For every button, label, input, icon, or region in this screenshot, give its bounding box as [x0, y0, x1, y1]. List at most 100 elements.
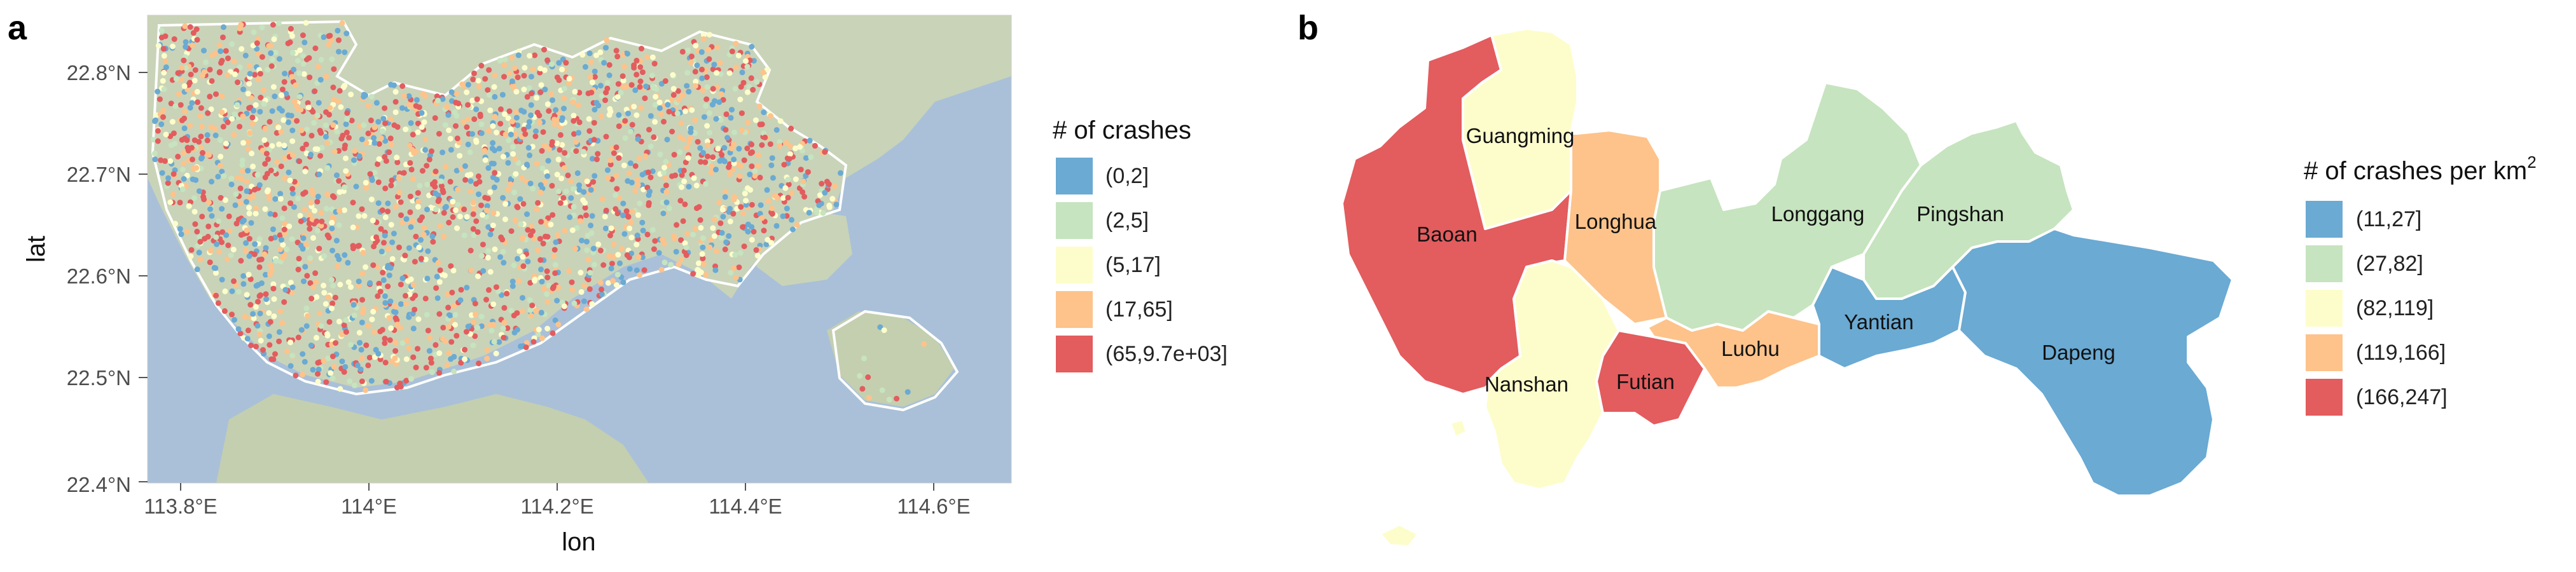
crash-point	[213, 234, 219, 240]
crash-point	[418, 255, 424, 262]
crash-point	[445, 291, 451, 297]
crash-point	[546, 108, 552, 114]
crash-point	[445, 323, 452, 330]
crash-point	[370, 308, 377, 315]
legend-swatch	[1056, 158, 1093, 194]
crash-point	[408, 103, 415, 109]
crash-point	[571, 118, 577, 124]
crash-point	[339, 358, 345, 365]
crash-point	[213, 269, 219, 276]
crash-point	[606, 62, 613, 68]
crash-point	[274, 159, 280, 165]
crash-point	[738, 163, 744, 169]
crash-point	[348, 92, 354, 98]
crash-point	[271, 296, 277, 303]
crash-point	[803, 155, 809, 161]
crash-point	[586, 116, 592, 122]
crash-point	[535, 331, 541, 337]
crash-point	[800, 178, 807, 184]
crash-point	[785, 194, 791, 201]
crash-point	[281, 205, 287, 212]
crash-point	[613, 173, 620, 179]
crash-point	[645, 169, 651, 175]
crash-point	[453, 123, 459, 129]
crash-point	[268, 63, 275, 69]
crash-point	[620, 78, 627, 84]
crash-point	[365, 102, 371, 109]
crash-point	[678, 237, 684, 243]
crash-point	[426, 348, 433, 354]
crash-point	[317, 77, 324, 83]
district-label-longgang: Longgang	[1771, 202, 1865, 226]
crash-point	[365, 130, 371, 137]
crash-point	[287, 200, 294, 207]
crash-point	[485, 255, 491, 261]
crash-point	[513, 88, 520, 95]
crash-point	[441, 210, 447, 216]
crash-point	[661, 170, 667, 176]
crash-point	[582, 64, 588, 70]
crash-point	[429, 369, 435, 376]
crash-point	[471, 70, 477, 76]
crash-point	[282, 287, 289, 293]
crash-point	[359, 319, 365, 325]
crash-point	[525, 145, 532, 151]
crash-point	[173, 76, 179, 82]
crash-point	[452, 109, 458, 116]
crash-point	[450, 268, 457, 274]
crash-point	[407, 160, 413, 166]
crash-point	[671, 233, 677, 239]
crash-point	[410, 282, 417, 288]
crash-point	[247, 130, 253, 136]
crash-point	[280, 242, 286, 248]
crash-point	[244, 292, 250, 298]
crash-point	[482, 76, 488, 82]
crash-point	[160, 114, 166, 120]
crash-point	[599, 286, 604, 292]
crash-point	[415, 203, 421, 210]
crash-point	[557, 147, 563, 153]
crash-point	[204, 137, 211, 144]
crash-point	[369, 317, 375, 323]
crash-point	[515, 255, 520, 262]
crash-point	[470, 343, 476, 348]
crash-point	[316, 245, 322, 252]
crash-point	[576, 130, 582, 136]
crash-point	[476, 179, 483, 185]
crash-point	[434, 295, 441, 301]
crash-point	[721, 158, 728, 165]
crash-point	[551, 247, 558, 253]
crash-point	[406, 345, 412, 351]
crash-point	[535, 247, 541, 253]
crash-point	[757, 121, 763, 128]
crash-point	[219, 229, 226, 235]
crash-point	[315, 379, 321, 385]
crash-point	[387, 116, 394, 123]
crash-point	[187, 24, 193, 30]
crash-point	[542, 179, 548, 185]
crash-point	[289, 353, 296, 359]
crash-point	[470, 319, 476, 325]
crash-point	[296, 158, 303, 165]
crash-point	[511, 189, 517, 196]
crash-point	[416, 104, 422, 111]
crash-point	[710, 86, 716, 92]
crash-point	[457, 153, 463, 159]
crash-point	[294, 58, 301, 64]
crash-point	[175, 70, 181, 76]
crash-point	[457, 297, 464, 303]
crash-point	[417, 182, 423, 189]
crash-point	[262, 161, 268, 167]
crash-point	[198, 133, 204, 140]
crash-point	[261, 251, 268, 257]
legend-label: (11,27]	[2356, 207, 2421, 231]
legend-title: # of crashes per km2	[2304, 153, 2537, 185]
crash-point	[303, 323, 310, 329]
crash-point	[305, 104, 312, 111]
crash-point	[351, 312, 357, 318]
crash-point	[578, 289, 585, 295]
crash-point	[389, 255, 396, 262]
crash-point	[365, 323, 371, 329]
crash-point	[194, 88, 200, 95]
crash-point	[769, 211, 775, 217]
